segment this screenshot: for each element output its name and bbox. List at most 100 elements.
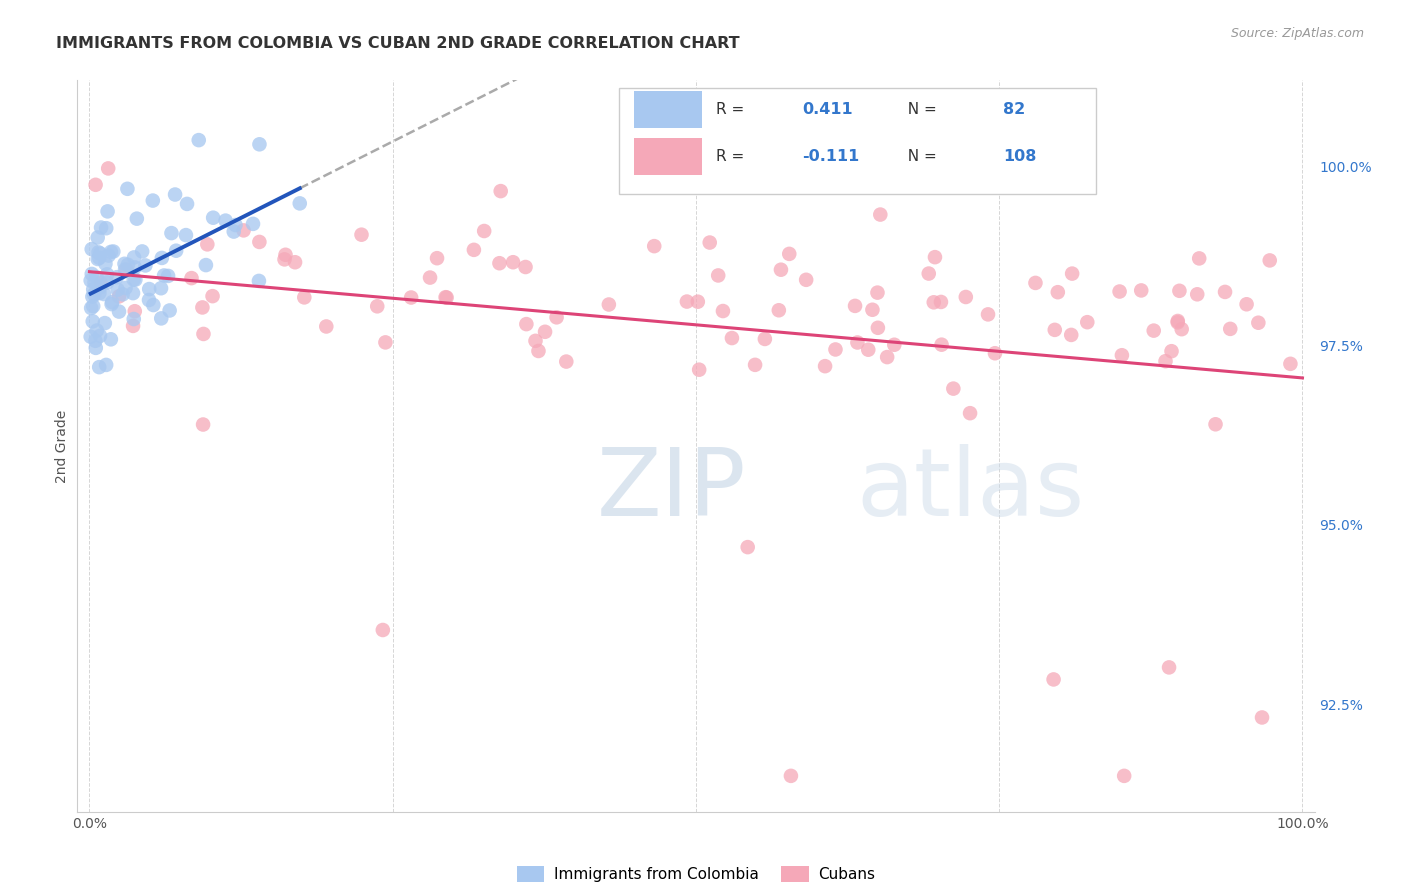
Point — [80, 301, 103, 315]
Point — [90, 276, 112, 290]
Text: 108: 108 — [1002, 149, 1036, 164]
Point — [114, 281, 136, 295]
Point — [463, 243, 485, 257]
Point — [515, 260, 537, 274]
Y-axis label: 2nd Grade: 2nd Grade — [55, 409, 69, 483]
Point — [688, 362, 710, 376]
Point — [122, 251, 145, 265]
Text: 82: 82 — [1002, 102, 1025, 117]
Point — [1108, 285, 1130, 299]
Point — [124, 304, 146, 318]
Point — [94, 316, 117, 330]
Point — [515, 317, 537, 331]
Point — [89, 251, 111, 265]
Point — [1114, 769, 1136, 783]
Point — [124, 273, 146, 287]
Point — [159, 303, 181, 318]
Point — [108, 304, 131, 318]
Point — [103, 244, 125, 259]
Point — [1205, 417, 1227, 432]
Point — [100, 244, 122, 259]
Point — [1042, 673, 1064, 687]
Point — [107, 283, 129, 297]
Point — [193, 326, 215, 341]
Point — [1111, 348, 1133, 362]
Point — [371, 623, 394, 637]
Point — [488, 256, 510, 270]
Point — [436, 291, 458, 305]
Point — [83, 276, 105, 290]
Point — [86, 230, 108, 244]
Point — [1160, 344, 1182, 359]
Point — [117, 182, 139, 196]
Point — [1167, 315, 1189, 329]
Point — [1143, 324, 1166, 338]
Text: R =: R = — [716, 149, 749, 164]
FancyBboxPatch shape — [619, 87, 1095, 194]
Text: R =: R = — [716, 102, 749, 117]
Point — [315, 319, 337, 334]
Text: atlas: atlas — [856, 444, 1085, 536]
Point — [138, 293, 160, 307]
Point — [984, 346, 1007, 360]
Point — [191, 417, 214, 432]
Point — [160, 226, 183, 240]
Point — [194, 258, 217, 272]
Text: Source: ZipAtlas.com: Source: ZipAtlas.com — [1230, 27, 1364, 40]
Point — [1167, 314, 1189, 328]
Point — [191, 301, 214, 315]
Point — [195, 237, 218, 252]
Point — [1170, 322, 1192, 336]
Point — [242, 217, 264, 231]
Point — [1168, 284, 1191, 298]
Point — [122, 312, 145, 326]
Point — [273, 252, 295, 267]
Point — [96, 276, 118, 290]
Point — [858, 343, 880, 357]
Point — [1247, 316, 1270, 330]
Text: IMMIGRANTS FROM COLOMBIA VS CUBAN 2ND GRADE CORRELATION CHART: IMMIGRANTS FROM COLOMBIA VS CUBAN 2ND GR… — [56, 36, 740, 51]
Point — [1062, 267, 1084, 281]
Point — [94, 257, 117, 271]
Point — [202, 211, 225, 225]
Point — [869, 208, 891, 222]
Point — [866, 320, 889, 334]
Point — [814, 359, 837, 373]
Point — [942, 382, 965, 396]
Text: N =: N = — [897, 149, 941, 164]
Point — [84, 341, 107, 355]
Point — [426, 251, 449, 265]
Point — [84, 178, 107, 192]
Point — [247, 274, 270, 288]
Point — [374, 335, 396, 350]
Point — [1251, 710, 1274, 724]
FancyBboxPatch shape — [634, 91, 702, 128]
Point — [1258, 253, 1281, 268]
Point — [222, 225, 245, 239]
Point — [97, 161, 120, 176]
Point — [96, 268, 118, 282]
Point — [711, 304, 734, 318]
Point — [1076, 315, 1098, 329]
Point — [924, 250, 946, 264]
Point — [176, 197, 198, 211]
Point — [165, 244, 187, 258]
Point — [399, 291, 422, 305]
Point — [1187, 287, 1209, 301]
Point — [918, 267, 941, 281]
Point — [472, 224, 495, 238]
Point — [1219, 322, 1241, 336]
Point — [1024, 276, 1046, 290]
Point — [274, 248, 297, 262]
Point — [214, 213, 236, 227]
Point — [96, 221, 118, 235]
Text: 0.411: 0.411 — [803, 102, 853, 117]
Text: -0.111: -0.111 — [803, 149, 859, 164]
Point — [89, 360, 111, 375]
Point — [249, 137, 271, 152]
Point — [79, 273, 101, 287]
Point — [1043, 323, 1066, 337]
Point — [883, 337, 905, 351]
Point — [489, 184, 512, 198]
Point — [82, 290, 104, 304]
